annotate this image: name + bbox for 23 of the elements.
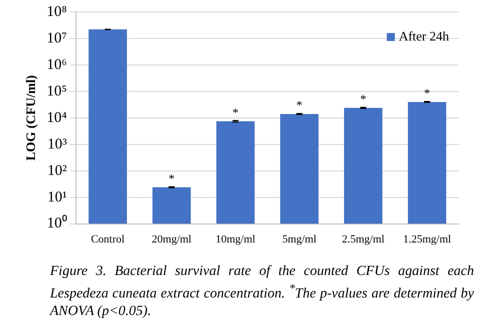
legend-label: After 24h — [398, 28, 450, 44]
y-tick-label: 10⁷ — [46, 30, 67, 46]
y-tick-label: 10¹ — [47, 189, 67, 206]
y-axis-title: LOG (CFU/ml) — [23, 75, 38, 161]
annotation: * — [296, 98, 302, 112]
x-tick-label: 10mg/ml — [216, 233, 256, 246]
y-tick-label: 10³ — [47, 136, 68, 152]
x-tick-label: 5mg/ml — [282, 233, 316, 246]
x-tick-label: 1.25mg/ml — [403, 233, 452, 246]
x-tick-label: Control — [90, 233, 125, 246]
x-tick-label: 20mg/ml — [152, 233, 192, 246]
y-tick-label: 10⁴ — [46, 110, 67, 126]
x-tick-label: 2.5mg/ml — [342, 233, 384, 246]
y-tick-label: 10⁸ — [46, 4, 67, 20]
y-tick-label: 10² — [47, 162, 68, 179]
annotation: * — [232, 105, 238, 120]
y-tick-label: 10⁰ — [46, 214, 67, 232]
text: Figure 3. Bacterial survival rate of the counted CFUs against each Lespedeza cuneata extract concentration. $^{*}$The p-values are determined by ANOVA (p<0.05). — [50, 264, 474, 319]
annotation: * — [424, 86, 430, 100]
y-tick-label: 10⁵ — [46, 83, 67, 100]
annotation: * — [360, 92, 366, 106]
y-tick-label: 10⁶ — [46, 56, 67, 73]
annotation: * — [168, 171, 175, 186]
